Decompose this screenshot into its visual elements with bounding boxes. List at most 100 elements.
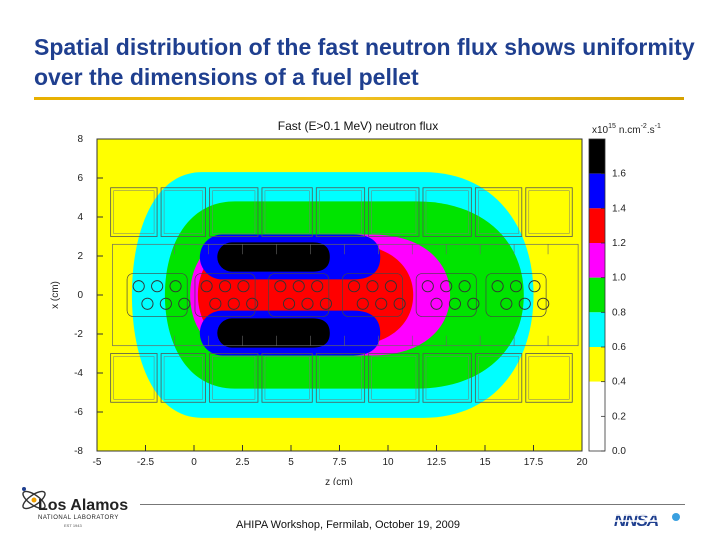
target-block bbox=[474, 353, 523, 403]
fuel-pellet bbox=[169, 280, 182, 293]
x-tick-label: -2.5 bbox=[137, 457, 155, 468]
target-block-inner bbox=[163, 190, 203, 234]
y-tick-label: 8 bbox=[77, 134, 83, 145]
y-tick-label: 6 bbox=[77, 173, 83, 184]
colorbar-band-1-6 bbox=[589, 139, 605, 174]
target-block-inner bbox=[264, 190, 310, 234]
fuel-pellet bbox=[458, 280, 471, 293]
colorbar-tick-label: 0.8 bbox=[612, 307, 626, 318]
fuel-pellet bbox=[467, 297, 480, 310]
x-tick-label: 7.5 bbox=[333, 457, 347, 468]
slide-title: Spatial distribution of the fast neutron… bbox=[34, 34, 695, 90]
target-block bbox=[525, 353, 573, 403]
fuel-pellet bbox=[132, 280, 145, 293]
y-tick-label: 4 bbox=[77, 212, 83, 223]
atom-icon bbox=[22, 487, 46, 510]
plot-area bbox=[96, 138, 583, 452]
target-block bbox=[422, 187, 472, 237]
flux-chart: Fast (E>0.1 MeV) neutron flux -5 -2.5 0 2.5… bbox=[50, 119, 661, 485]
colorbar-band-0 bbox=[589, 381, 605, 451]
colorbar-tick-label: 1.6 bbox=[612, 169, 626, 180]
colorbar-band-1-4 bbox=[589, 173, 605, 209]
target-block bbox=[110, 353, 158, 403]
y-tick-label: 2 bbox=[77, 251, 83, 262]
target-block bbox=[474, 187, 523, 237]
y-axis-label: x (cm) bbox=[50, 281, 61, 309]
target-block bbox=[368, 353, 420, 403]
x-tick-label: 5 bbox=[288, 457, 294, 468]
fuel-pellet bbox=[518, 297, 531, 310]
fuel-pellet bbox=[159, 297, 172, 310]
globe-icon bbox=[672, 513, 680, 521]
y-axis-ticks: 8 6 4 2 0 -2 -4 -6 -8 bbox=[74, 134, 103, 457]
fuel-pellet bbox=[141, 297, 154, 310]
colorbar-band-0-8 bbox=[589, 277, 605, 313]
target-block-inner bbox=[528, 190, 570, 234]
fuel-pellet bbox=[491, 280, 504, 293]
chart-title: Fast (E>0.1 MeV) neutron flux bbox=[278, 119, 438, 133]
y-tick-label: -8 bbox=[74, 446, 83, 457]
fuel-pellet bbox=[347, 280, 361, 293]
fuel-pellet bbox=[448, 297, 461, 310]
colorbar-tick-label: 1.4 bbox=[612, 203, 626, 214]
target-block bbox=[209, 353, 259, 403]
target-block-inner bbox=[113, 190, 155, 234]
target-block-inner bbox=[371, 190, 417, 234]
fuel-pellet bbox=[292, 280, 305, 293]
pellet-bundle bbox=[485, 273, 547, 317]
colorbar bbox=[588, 138, 606, 452]
los-alamos-logo: Los Alamos NATIONAL LABORATORY EST 1943 bbox=[22, 487, 128, 528]
target-block-inner bbox=[528, 356, 570, 400]
colorbar-tick-label: 0.2 bbox=[612, 411, 626, 422]
nnsa-logo: NNSA bbox=[612, 511, 684, 530]
colorbar-band-1 bbox=[589, 243, 605, 278]
y-tick-label: -4 bbox=[74, 368, 83, 379]
fuel-pellet bbox=[227, 297, 240, 310]
target-block bbox=[368, 187, 420, 237]
target-block-inner bbox=[425, 190, 469, 234]
geometry-overlay bbox=[110, 187, 579, 403]
x-tick-label: 12.5 bbox=[427, 457, 447, 468]
y-tick-label: -6 bbox=[74, 407, 83, 418]
logo-subtitle: NATIONAL LABORATORY bbox=[38, 515, 119, 521]
fuel-pellet bbox=[311, 280, 324, 293]
target-block-inner bbox=[264, 356, 310, 400]
fuel-pellet bbox=[218, 280, 232, 293]
fuel-pellet bbox=[209, 297, 222, 310]
fuel-pellet bbox=[178, 297, 191, 310]
target-block bbox=[209, 187, 259, 237]
target-block-inner bbox=[212, 190, 256, 234]
target-block-inner bbox=[212, 356, 256, 400]
target-block-inner bbox=[163, 356, 203, 400]
target-block bbox=[110, 187, 158, 237]
colorbar-band-0-6 bbox=[589, 312, 605, 347]
fuel-pellet bbox=[393, 297, 406, 310]
title-underline bbox=[34, 97, 684, 100]
x-tick-label: -5 bbox=[93, 457, 102, 468]
x-axis-ticks: -5 -2.5 0 2.5 5 7.5 10 12.5 15 17.5 20 bbox=[93, 445, 588, 468]
fuel-pellet bbox=[356, 297, 369, 310]
colorbar-tick-label: 1.2 bbox=[612, 238, 626, 249]
pellet-bundle bbox=[415, 273, 477, 317]
flux-lobe-1-6 bbox=[217, 242, 330, 272]
fuel-pellet bbox=[246, 297, 259, 310]
target-block-inner bbox=[319, 356, 362, 400]
x-tick-label: 2.5 bbox=[236, 457, 250, 468]
target-block bbox=[315, 187, 366, 237]
fuel-pellet bbox=[430, 297, 443, 310]
y-tick-label: 0 bbox=[77, 290, 83, 301]
colorbar-frame bbox=[588, 138, 606, 452]
colorbar-tick-label: 0.6 bbox=[612, 342, 626, 353]
fuel-pellet bbox=[366, 280, 379, 293]
fuel-pellet bbox=[500, 297, 513, 310]
fuel-pellet bbox=[274, 280, 287, 293]
x-tick-label: 10 bbox=[382, 457, 394, 468]
fuel-pellet bbox=[237, 280, 250, 293]
x-axis-label: z (cm) bbox=[325, 477, 353, 485]
fuel-pellet bbox=[421, 280, 434, 293]
colorbar-unit: x1015 n.cm-2.s-1 bbox=[592, 123, 661, 136]
channel-frame bbox=[112, 243, 579, 347]
fuel-pellet bbox=[537, 297, 550, 310]
pellet-bundle bbox=[126, 273, 188, 317]
colorbar-tick-label: 1.0 bbox=[612, 273, 626, 284]
